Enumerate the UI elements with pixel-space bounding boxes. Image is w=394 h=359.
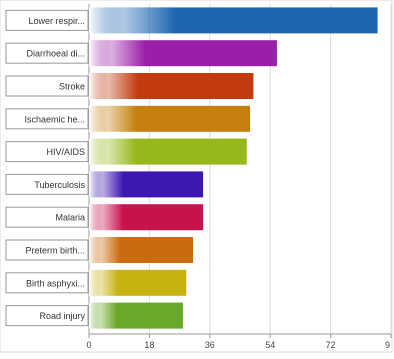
category-label-box [5,75,89,97]
category-label: Malaria [55,213,85,223]
x-tick-label: 18 [144,340,154,350]
category-label-box [5,173,89,195]
category-label-box [5,239,89,261]
bar [89,269,187,296]
bar [89,73,254,99]
bar [89,7,378,34]
x-tick-label: 54 [265,340,275,350]
category-label-box [5,141,89,163]
x-tick-label: 0 [86,340,91,350]
bar [89,204,204,231]
category-label-box [5,42,89,64]
bar [89,138,247,165]
category-label: Lower respir... [28,16,85,26]
bar [89,40,277,67]
category-label-box [5,206,89,228]
category-label-box [5,305,89,327]
x-tick-label: 36 [205,340,215,350]
category-label: Tuberculosis [34,180,85,190]
category-labels: Lower respir... Diarrhoeal di... Stroke Isc… [5,9,89,327]
category-label: Diarrhoeal di... [26,49,85,59]
category-label: Road injury [39,311,85,321]
category-label: Ischaemic he... [24,114,85,124]
x-tick-label: 72 [326,340,336,350]
bar [89,171,204,198]
bar [89,237,194,263]
category-label-box [5,108,89,130]
category-label: HIV/AIDS [46,147,85,157]
bars [89,7,378,329]
category-label: Stroke [59,82,85,92]
category-label: Birth asphyxi... [26,278,85,288]
x-tick-label: 9 [385,340,390,350]
bar [89,105,251,132]
category-label: Preterm birth... [25,246,85,256]
bar [89,302,183,329]
category-label-box [5,272,89,294]
x-axis: 0 18 36 54 72 9 [86,333,392,350]
category-label-box [5,9,89,31]
